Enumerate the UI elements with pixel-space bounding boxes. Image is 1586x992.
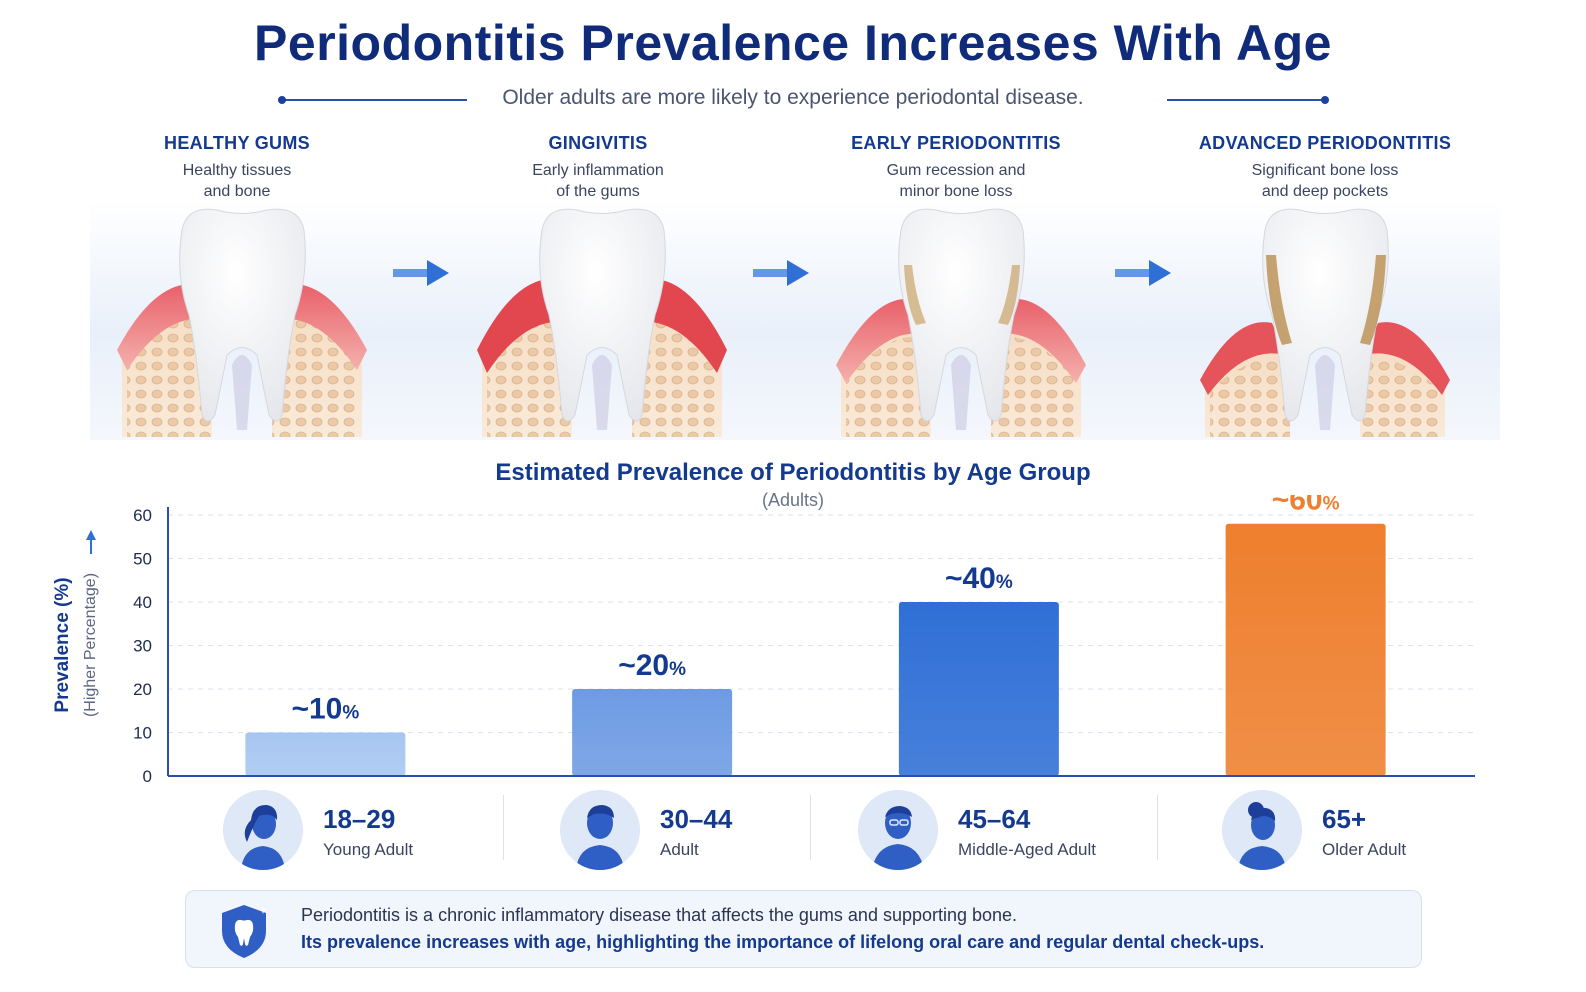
stage-early-periodontitis: EARLY PERIODONTITIS Gum recession and mi… [806, 133, 1106, 202]
bar-18–29 [245, 732, 406, 776]
y-tick-label: 10 [133, 724, 152, 743]
young-woman-icon [223, 790, 303, 870]
age-range: 45–64 [958, 804, 1031, 834]
bar-value-label: ~60% [1272, 495, 1340, 517]
footer-line-1: Periodontitis is a chronic inflammatory … [301, 905, 1018, 925]
stage-desc: Early inflammation of the gums [532, 162, 664, 200]
subtitle-rule-left [278, 96, 467, 104]
y-axis-label: Prevalence (%) (Higher Percentage) [38, 520, 108, 770]
stage-advanced-periodontitis: ADVANCED PERIODONTITIS Significant bone … [1175, 133, 1475, 202]
bar-value-label: ~20% [618, 649, 686, 682]
progression-arrow-icon [1115, 260, 1171, 286]
progression-arrow-icon [753, 260, 809, 286]
progression-arrow-icon [393, 260, 449, 286]
bars [245, 523, 1386, 776]
shield-tooth-icon [222, 905, 267, 958]
stage-gingivitis: GINGIVITIS Early inflammation of the gum… [448, 133, 748, 202]
y-tick-label: 30 [133, 637, 152, 656]
middle-aged-man-icon [858, 790, 938, 870]
bar-65+ [1225, 523, 1386, 776]
bar-45–64 [898, 602, 1059, 776]
age-label: Middle-Aged Adult [958, 840, 1096, 859]
y-axis-title: Prevalence (%) [52, 577, 73, 712]
y-tick-label: 40 [133, 593, 152, 612]
stage-healthy-gums: HEALTHY GUMS Healthy tissues and bone [87, 133, 387, 202]
y-tick-label: 60 [133, 506, 152, 525]
age-separator [810, 795, 811, 860]
stage-desc: Significant bone loss and deep pockets [1251, 162, 1399, 200]
subtitle-rule-right [1167, 96, 1329, 104]
age-label: Adult [660, 840, 699, 859]
stage-title: GINGIVITIS [548, 133, 648, 153]
adult-man-icon [560, 790, 640, 870]
grid-lines [168, 514, 1475, 733]
y-tick-labels: 0 10 20 30 40 50 60 [133, 506, 152, 785]
stage-desc: Gum recession and minor bone loss [886, 162, 1026, 200]
age-label: Young Adult [323, 840, 414, 859]
subtitle-row: Older adults are more likely to experien… [0, 86, 1586, 114]
y-axis-subtitle: (Higher Percentage) [82, 573, 99, 717]
y-axis-up-arrow-icon [86, 530, 96, 554]
age-range: 18–29 [323, 804, 396, 834]
chart-subtitle: (Adults) [761, 490, 824, 510]
age-separator [503, 795, 504, 860]
age-label: Older Adult [1322, 840, 1407, 859]
healthy-tooth-icon [117, 208, 367, 437]
y-tick-label: 20 [133, 680, 152, 699]
early-periodontitis-tooth-icon [836, 208, 1086, 437]
bar-chart: 0 10 20 30 40 50 60 ~10% ~20% ~40% ~60% [133, 495, 1475, 785]
age-separator [1157, 795, 1158, 860]
bar-value-label: ~40% [945, 562, 1013, 595]
y-tick-label: 0 [143, 767, 152, 785]
age-range: 30–44 [660, 804, 733, 834]
y-tick-label: 50 [133, 550, 152, 569]
age-range: 65+ [1322, 804, 1367, 834]
stage-desc: Healthy tissues and bone [182, 162, 292, 200]
page-subtitle: Older adults are more likely to experien… [502, 86, 1084, 109]
footer-note: Periodontitis is a chronic inflammatory … [185, 890, 1422, 968]
footer-line-2: Its prevalence increases with age, highl… [301, 932, 1265, 952]
stage-title: HEALTHY GUMS [164, 133, 310, 153]
gingivitis-tooth-icon [477, 208, 727, 437]
bar-value-labels: ~10% ~20% ~40% ~60% [291, 495, 1339, 726]
advanced-periodontitis-tooth-icon [1200, 208, 1450, 437]
page-title: Periodontitis Prevalence Increases With … [254, 15, 1332, 71]
older-woman-icon [1222, 790, 1302, 870]
stage-title: EARLY PERIODONTITIS [851, 133, 1061, 153]
chart-title: Estimated Prevalence of Periodontitis by… [495, 459, 1091, 486]
bar-value-label: ~10% [291, 693, 359, 726]
bar-30–44 [572, 689, 733, 776]
stage-title: ADVANCED PERIODONTITIS [1198, 133, 1452, 153]
